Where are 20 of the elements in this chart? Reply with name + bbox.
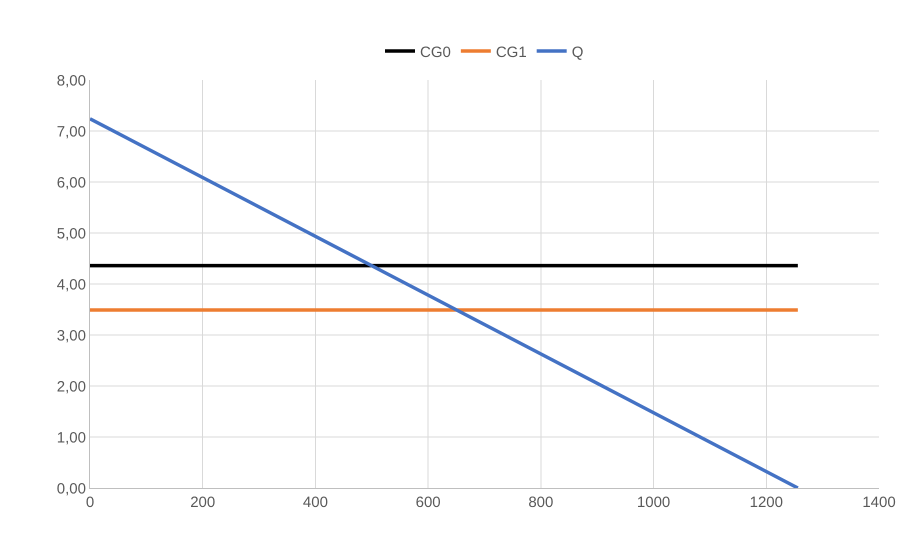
x-tick-label: 600 <box>416 494 441 511</box>
x-tick-label: 1400 <box>862 494 896 511</box>
x-tick-label: 200 <box>190 494 216 511</box>
y-tick-label: 1,00 <box>56 429 86 446</box>
y-tick-label: 0,00 <box>56 480 86 498</box>
x-tick-label: 0 <box>86 494 94 511</box>
x-tick-label: 400 <box>302 494 328 511</box>
legend-label: CG0 <box>420 44 451 61</box>
y-tick-label: 2,00 <box>56 378 86 396</box>
legend-label: Q <box>572 44 584 61</box>
y-tick-label: 3,00 <box>56 327 86 344</box>
y-tick-label: 6,00 <box>56 174 86 192</box>
y-tick-label: 4,00 <box>56 276 86 294</box>
y-tick-label: 8,00 <box>56 72 86 90</box>
y-tick-label: 5,00 <box>56 225 86 242</box>
x-tick-label: 1200 <box>750 494 783 511</box>
y-tick-label: 7,00 <box>56 123 86 140</box>
x-tick-label: 1000 <box>636 494 670 511</box>
legend-label: CG1 <box>496 44 527 61</box>
x-tick-label: 800 <box>528 494 554 511</box>
